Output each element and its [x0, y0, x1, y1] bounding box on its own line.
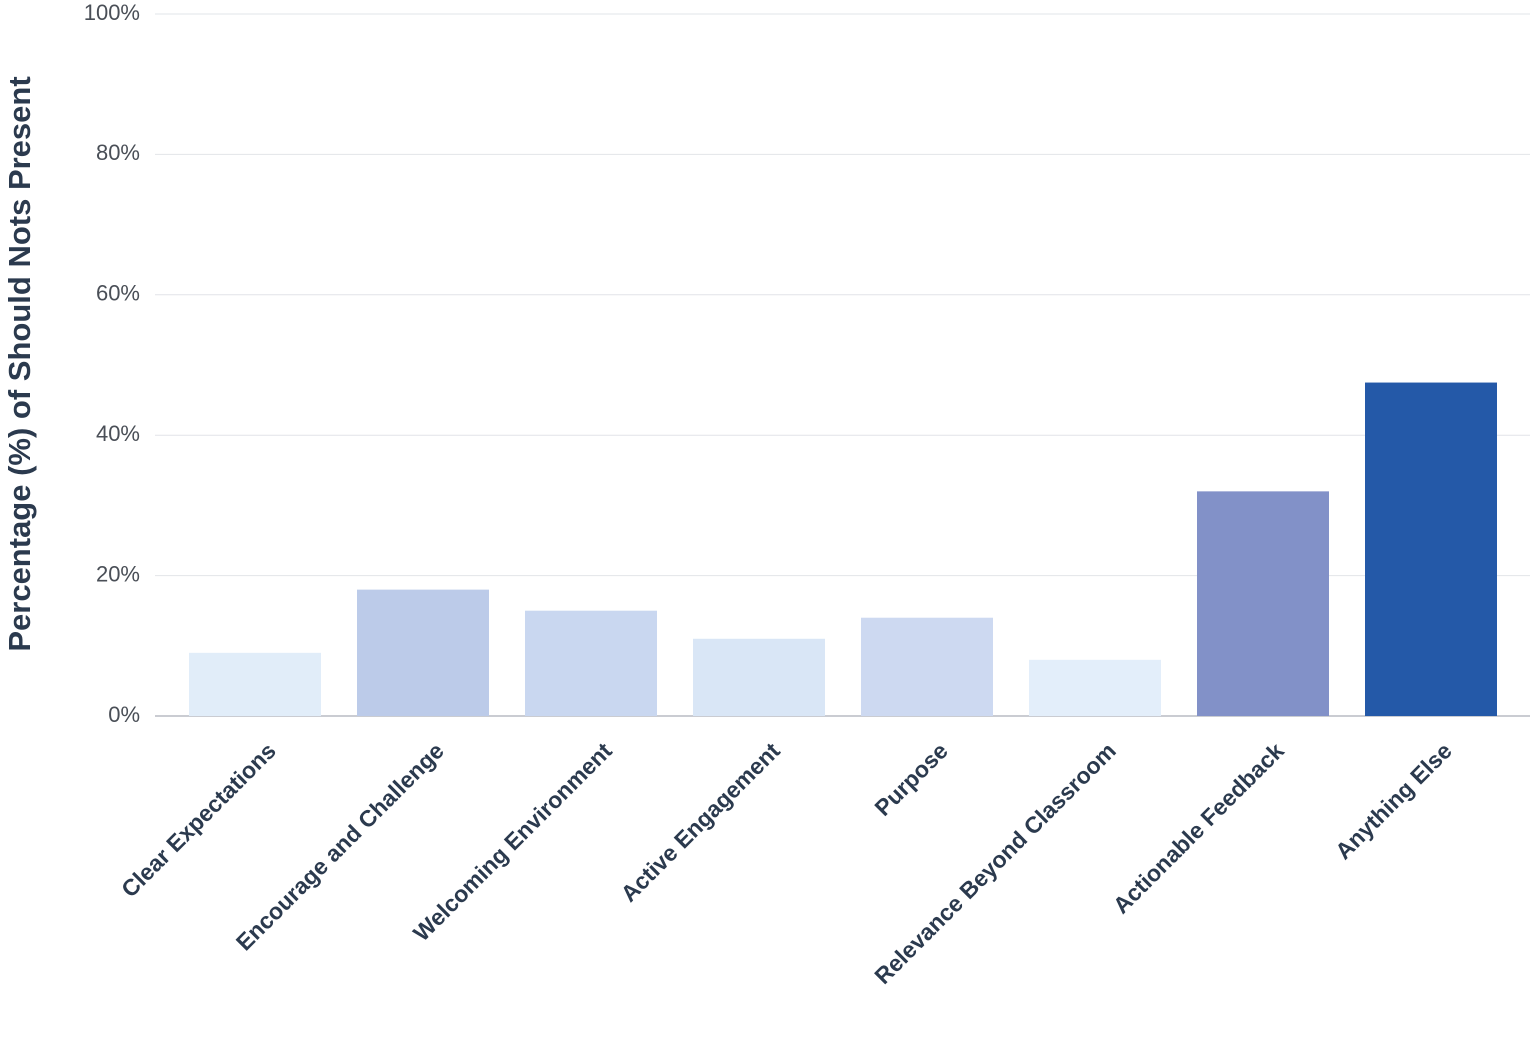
- y-tick-label: 40%: [96, 421, 140, 446]
- y-tick-label: 0%: [108, 702, 140, 727]
- bar: [861, 617, 993, 716]
- x-tick-label: Actionable Feedback: [1108, 737, 1289, 918]
- bar: [189, 652, 321, 716]
- bar: [1365, 382, 1497, 716]
- bar: [693, 638, 825, 716]
- y-tick-label: 80%: [96, 140, 140, 165]
- y-axis-title: Percentage (%) of Should Nots Present: [2, 76, 37, 651]
- y-tick-label: 20%: [96, 561, 140, 586]
- bar: [1029, 659, 1161, 716]
- y-tick-label: 100%: [84, 0, 140, 25]
- x-tick-label: Welcoming Environment: [408, 737, 617, 946]
- bar: [525, 610, 657, 716]
- x-tick-label: Purpose: [869, 737, 952, 820]
- x-tick-label: Active Engagement: [616, 737, 786, 907]
- x-tick-label: Clear Expectations: [116, 737, 281, 902]
- x-tick-label: Anything Else: [1330, 737, 1457, 864]
- bar: [1197, 491, 1329, 716]
- y-tick-label: 60%: [96, 281, 140, 306]
- bar: [357, 589, 489, 716]
